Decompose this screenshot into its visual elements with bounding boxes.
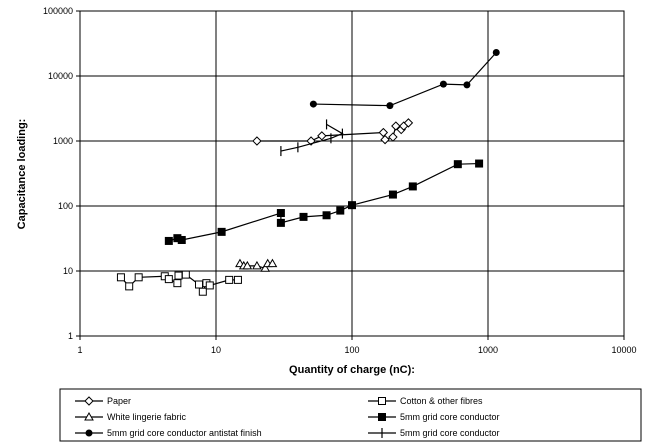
data-point: [306, 136, 316, 146]
data-point: [463, 81, 471, 89]
legend-item: Cotton & other fibres: [368, 396, 483, 406]
x-tick-labels: 1 10 100 1000 10000: [77, 345, 636, 355]
data-point: [475, 159, 484, 168]
legend-marker: [378, 413, 386, 421]
y-tick-label: 10: [63, 266, 73, 276]
series-1: [252, 118, 414, 146]
legend-label: White lingerie fabric: [107, 412, 187, 422]
data-point: [439, 80, 447, 88]
data-point: [348, 201, 356, 210]
legend-item: Paper: [75, 396, 131, 406]
data-point: [388, 132, 398, 142]
legend-label: 5mm grid core conductor: [400, 428, 500, 438]
legend-label: 5mm grid core conductor: [400, 412, 500, 422]
legend-marker: [378, 397, 386, 405]
data-point: [173, 234, 182, 243]
data-point: [322, 211, 331, 220]
y-tick-labels: 1 10 100 1000 10000 100000: [43, 6, 73, 341]
data-point: [252, 136, 262, 146]
y-tick-label: 10000: [48, 71, 73, 81]
data-point: [403, 118, 414, 128]
data-point: [267, 258, 278, 268]
data-point: [378, 127, 389, 138]
legend-marker: [85, 429, 93, 437]
legend-item: White lingerie fabric: [75, 411, 187, 422]
y-tick-label: 1: [68, 331, 73, 341]
data-point: [252, 260, 262, 270]
data-point: [276, 209, 285, 218]
y-tick-label: 100: [58, 201, 73, 211]
data-point: [309, 100, 317, 108]
x-tick-label: 10: [211, 345, 221, 355]
y-tick-label: 100000: [43, 6, 73, 16]
data-point: [225, 275, 234, 284]
data-point: [134, 273, 143, 282]
x-tick-label: 1000: [478, 345, 498, 355]
series-3: [235, 258, 278, 272]
data-point: [164, 236, 173, 245]
x-tick-label: 100: [344, 345, 359, 355]
data-point: [391, 121, 401, 131]
data-point: [336, 206, 345, 215]
series-5: [309, 48, 500, 110]
data-point: [388, 190, 397, 199]
x-tick-label: 10000: [611, 345, 636, 355]
legend-marker: [84, 411, 94, 421]
data-point: [492, 48, 500, 56]
data-point: [116, 273, 125, 282]
data-point: [181, 270, 190, 279]
x-tick-label: 1: [77, 345, 82, 355]
data-point: [177, 235, 186, 244]
x-axis-title: Quantity of charge (nC):: [289, 364, 415, 376]
y-tick-label: 1000: [53, 136, 73, 146]
legend-label: 5mm grid core conductor antistat finish: [107, 428, 262, 438]
data-point: [242, 260, 253, 270]
legend-item: 5mm grid core conductor: [368, 412, 500, 422]
series-layer: [116, 48, 500, 296]
data-point: [205, 281, 214, 290]
series-2: [116, 270, 242, 296]
legend-label: Paper: [107, 396, 131, 406]
legend-item: 5mm grid core conductor: [368, 428, 500, 438]
legend-box: [59, 388, 642, 442]
grid-lines: [76, 10, 625, 340]
data-point: [276, 218, 285, 227]
data-point: [125, 282, 134, 291]
series-4: [164, 159, 484, 245]
data-point: [164, 275, 173, 284]
data-point: [195, 280, 204, 289]
data-point: [317, 131, 327, 141]
data-point: [380, 134, 390, 145]
legend-item: 5mm grid core conductor antistat finish: [75, 428, 262, 438]
legend-marker: [84, 396, 94, 406]
legend-label: Cotton & other fibres: [400, 396, 483, 406]
data-point: [233, 275, 242, 284]
data-point: [217, 227, 226, 236]
data-point: [408, 182, 417, 191]
data-point: [174, 271, 183, 280]
legend: Paper Cotton & other fibres White lingerie…: [75, 396, 500, 438]
data-point: [260, 263, 271, 272]
data-point: [386, 102, 394, 110]
data-point: [198, 287, 207, 296]
data-point: [173, 279, 182, 288]
data-point: [453, 160, 462, 169]
series-6: [280, 119, 344, 157]
data-point: [299, 212, 308, 221]
y-axis-title: Capacitance loading:: [16, 119, 28, 230]
